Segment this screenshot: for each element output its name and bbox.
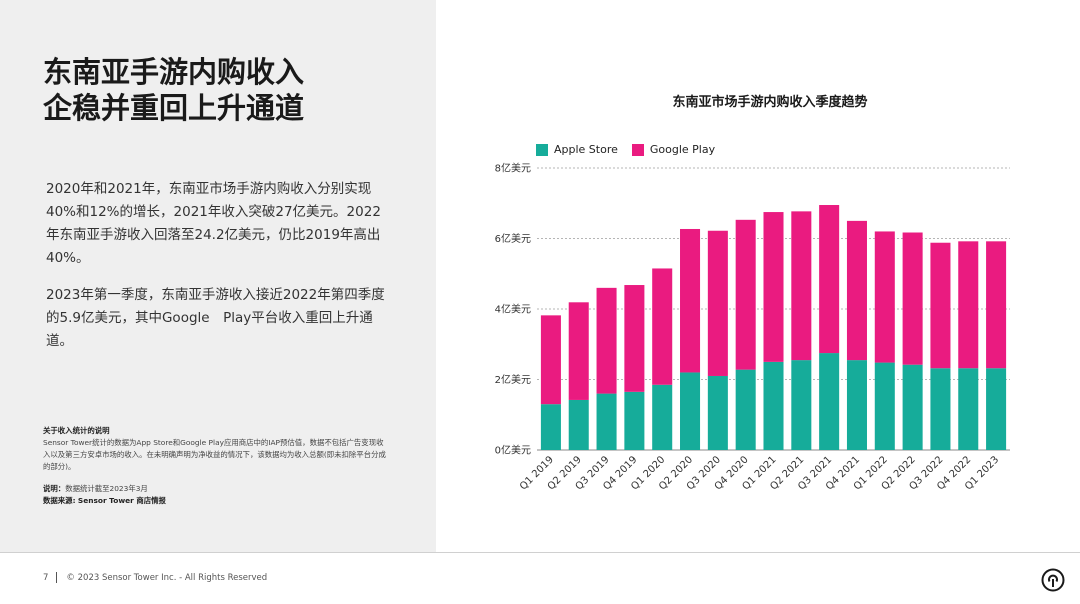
- x-tick-label: Q4 2021: [824, 454, 862, 492]
- notes-heading: 关于收入统计的说明: [43, 426, 110, 435]
- bar-google-play: [652, 268, 673, 385]
- bar-google-play: [596, 287, 617, 394]
- notes-date-text: 数据统计截至2023年3月: [65, 484, 148, 493]
- bar-google-play: [846, 220, 867, 361]
- bar-apple-store: [791, 360, 812, 450]
- legend-item-google: Google Play: [631, 143, 716, 156]
- y-tick-label: 4亿美元: [495, 303, 531, 316]
- legend-swatch-google: [631, 143, 644, 156]
- y-tick-label: 6亿美元: [495, 232, 531, 245]
- legend-swatch-apple: [536, 143, 548, 156]
- y-tick-label: 2亿美元: [495, 373, 531, 386]
- footer-separator: [56, 572, 58, 583]
- bar-apple-store: [986, 368, 1007, 450]
- notes-source-text: Sensor Tower 商店情报: [77, 496, 166, 505]
- page-title-line1: 东南亚手游内购收入: [43, 55, 305, 89]
- x-tick-label: Q4 2019: [601, 454, 639, 492]
- chart-legend: Apple Store Google Play: [536, 143, 729, 156]
- bar-google-play: [902, 232, 923, 365]
- bar-google-play: [930, 242, 951, 369]
- footer: 7 © 2023 Sensor Tower Inc. - All Rights …: [43, 572, 267, 583]
- bar-apple-store: [680, 372, 701, 450]
- bar-apple-store: [958, 368, 979, 450]
- bar-apple-store: [568, 399, 589, 450]
- bar-apple-store: [624, 391, 645, 450]
- legend-label-apple: Apple Store: [554, 143, 618, 156]
- bar-apple-store: [874, 362, 895, 450]
- bar-google-play: [819, 205, 840, 354]
- x-tick-label: Q1 2023: [963, 454, 1001, 492]
- notes-source-label: 数据来源:: [43, 496, 76, 505]
- x-tick-label: Q2 2019: [546, 454, 584, 492]
- page-title-line2: 企稳并重回上升通道: [43, 91, 305, 125]
- x-tick-label: Q3 2020: [685, 454, 723, 492]
- x-tick-label: Q1 2022: [852, 454, 890, 492]
- x-tick-label: Q4 2020: [713, 454, 751, 492]
- bar-apple-store: [652, 384, 673, 450]
- bar-apple-store: [763, 361, 784, 450]
- notes-section: 关于收入统计的说明 Sensor Tower统计的数据为App Store和Go…: [43, 425, 388, 507]
- bar-apple-store: [930, 368, 951, 450]
- bar-google-play: [540, 315, 561, 405]
- bar-apple-store: [902, 364, 923, 450]
- bar-google-play: [791, 211, 812, 361]
- chart-title: 东南亚市场手游内购收入季度趋势: [672, 95, 868, 110]
- bar-google-play: [735, 219, 756, 370]
- bar-apple-store: [596, 393, 617, 450]
- bar-google-play: [874, 231, 895, 363]
- legend-label-google: Google Play: [649, 143, 716, 156]
- paragraph-1: 2020年和2021年，东南亚市场手游内购收入分别实现40%和12%的增长，20…: [46, 181, 381, 266]
- bar-google-play: [624, 285, 645, 392]
- x-tick-label: Q4 2022: [935, 454, 973, 492]
- y-tick-label: 8亿美元: [495, 162, 531, 175]
- sensor-tower-logo-icon: [1041, 568, 1065, 592]
- notes-date-line: 说明：数据统计截至2023年3月: [43, 483, 388, 495]
- bar-google-play: [568, 302, 589, 400]
- notes-body: Sensor Tower统计的数据为App Store和Google Play应…: [43, 438, 386, 471]
- bar-apple-store: [540, 404, 561, 450]
- bar-google-play: [986, 241, 1007, 369]
- x-tick-label: Q3 2022: [907, 454, 945, 492]
- footer-divider: [0, 552, 1080, 553]
- page-title: 东南亚手游内购收入 企稳并重回上升通道: [43, 54, 423, 126]
- x-tick-label: Q1 2019: [518, 454, 556, 492]
- bar-apple-store: [846, 360, 867, 450]
- paragraph-2: 2023年第一季度，东南亚手游收入接近2022年第四季度的5.9亿美元，其中Go…: [46, 287, 385, 349]
- notes-source-line: 数据来源: Sensor Tower 商店情报: [43, 495, 388, 507]
- x-tick-label: Q1 2021: [741, 454, 779, 492]
- y-tick-label: 0亿美元: [495, 444, 531, 457]
- page-number: 7: [43, 572, 49, 583]
- copyright: © 2023 Sensor Tower Inc. - All Rights Re…: [66, 572, 268, 583]
- bar-google-play: [680, 228, 701, 373]
- left-panel: [0, 0, 436, 552]
- legend-item-apple: Apple Store: [536, 143, 618, 156]
- bar-apple-store: [819, 353, 840, 450]
- bar-apple-store: [707, 375, 728, 450]
- notes-date-label: 说明：: [43, 484, 66, 493]
- bar-google-play: [707, 230, 728, 376]
- bar-google-play: [763, 212, 784, 362]
- x-tick-label: Q3 2021: [796, 454, 834, 492]
- x-tick-label: Q3 2019: [574, 454, 612, 492]
- bar-google-play: [958, 241, 979, 369]
- bar-apple-store: [735, 369, 756, 450]
- x-tick-label: Q2 2020: [657, 454, 695, 492]
- x-tick-label: Q2 2021: [768, 454, 806, 492]
- x-tick-label: Q1 2020: [629, 454, 667, 492]
- x-tick-label: Q2 2022: [880, 454, 918, 492]
